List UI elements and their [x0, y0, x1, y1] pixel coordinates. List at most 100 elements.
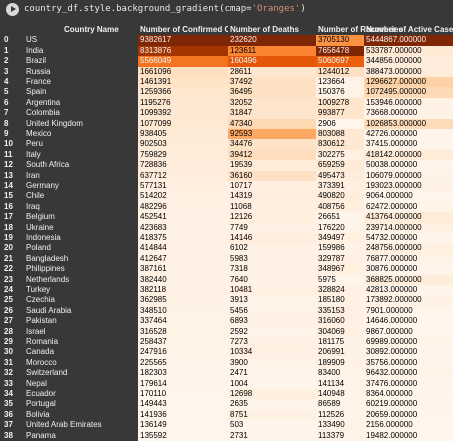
value-cell: 141134	[316, 378, 404, 389]
value-cell: 5060697	[316, 56, 404, 67]
country-name: Russia	[26, 66, 51, 76]
value-cell: 2731	[228, 430, 316, 441]
value-cell: 62472.000000	[364, 201, 453, 213]
value-cell: 20659.000000	[364, 409, 453, 421]
country-name: Canada	[26, 347, 55, 357]
value-cell: 1026853.000000	[364, 118, 453, 129]
run-cell-icon[interactable]	[6, 3, 19, 16]
row-index: 5	[4, 87, 9, 97]
value-cell: 348967	[316, 264, 404, 275]
code-line[interactable]: country_df.style.background_gradient(cma…	[24, 3, 306, 16]
value-cell: 3705130	[316, 35, 404, 46]
row-index: 33	[4, 378, 13, 388]
value-cell: 1099392	[138, 108, 228, 119]
row-index: 32	[4, 368, 13, 378]
value-cell: 452541	[138, 212, 228, 223]
value-cell: 533787.000000	[364, 45, 453, 57]
value-cell: 316528	[138, 326, 228, 337]
row-index: 19	[4, 233, 13, 242]
code-suffix: )	[300, 4, 306, 14]
value-cell: 14146	[228, 233, 316, 244]
country-name: Germany	[26, 181, 59, 190]
row-index: 36	[4, 409, 13, 419]
row-index: 24	[4, 285, 13, 294]
value-cell: 42726.000000	[364, 129, 453, 140]
value-cell: 329787	[316, 253, 404, 265]
value-cell: 37415.000000	[364, 139, 453, 150]
value-cell: 179614	[138, 378, 228, 389]
value-cell: 173892.000000	[364, 295, 453, 306]
value-cell: 408756	[316, 201, 404, 213]
value-cell: 149443	[138, 399, 228, 410]
column-header: Number of Active Cases	[366, 25, 453, 34]
country-name: Ukraine	[26, 222, 54, 232]
country-name: Peru	[26, 139, 43, 149]
value-cell: 348510	[138, 305, 228, 317]
value-cell: 32052	[228, 97, 316, 109]
value-cell: 482296	[138, 201, 228, 213]
row-index: 38	[4, 430, 13, 440]
value-cell: 7749	[228, 222, 316, 233]
value-cell: 83400	[316, 368, 404, 379]
value-cell: 123611	[228, 45, 316, 57]
value-cell: 35756.000000	[364, 357, 453, 369]
country-name: Nepal	[26, 378, 47, 388]
value-cell: 182303	[138, 368, 228, 379]
country-name: Mexico	[26, 129, 52, 138]
value-cell: 5444867.000000	[364, 35, 453, 46]
value-cell: 5566049	[138, 56, 228, 67]
value-cell: 112526	[316, 409, 404, 421]
value-cell: 8313876	[138, 45, 228, 57]
row-index: 0	[4, 35, 9, 45]
row-index: 4	[4, 77, 9, 86]
value-cell: 328824	[316, 285, 404, 296]
value-cell: 302275	[316, 149, 404, 161]
row-index: 10	[4, 139, 13, 149]
value-cell: 1195276	[138, 97, 228, 109]
value-cell: 1077099	[138, 118, 228, 129]
value-cell: 14319	[228, 191, 316, 202]
value-cell: 193023.000000	[364, 181, 453, 192]
value-cell: 382118	[138, 285, 228, 296]
value-cell: 92593	[228, 129, 316, 140]
code-cell[interactable]: country_df.style.background_gradient(cma…	[0, 0, 453, 22]
value-cell: 30892.000000	[364, 347, 453, 358]
value-cell: 159986	[316, 243, 404, 254]
value-cell: 47340	[228, 118, 316, 129]
country-name: Brazil	[26, 56, 47, 66]
row-index: 23	[4, 274, 13, 284]
value-cell: 5456	[228, 305, 316, 317]
value-cell: 2906	[316, 118, 404, 129]
country-name: France	[26, 77, 51, 86]
value-cell: 232620	[228, 35, 316, 46]
value-cell: 9064.000000	[364, 191, 453, 202]
country-name: Iran	[26, 170, 40, 180]
row-index: 3	[4, 66, 9, 76]
value-cell: 10481	[228, 285, 316, 296]
value-cell: 170110	[138, 389, 228, 400]
country-name: Morocco	[26, 357, 57, 367]
value-cell: 50038.000000	[364, 160, 453, 171]
value-cell: 423683	[138, 222, 228, 233]
country-name: Belgium	[26, 212, 55, 222]
value-cell: 418375	[138, 233, 228, 244]
value-cell: 106079.000000	[364, 170, 453, 181]
value-cell: 39412	[228, 149, 316, 161]
value-cell: 10717	[228, 181, 316, 192]
country-name: India	[26, 45, 44, 55]
value-cell: 12126	[228, 212, 316, 223]
country-name: Philippines	[26, 264, 65, 274]
column-header: Number of Deaths	[230, 25, 299, 34]
value-cell: 349497	[316, 233, 404, 244]
value-cell: 225565	[138, 357, 228, 369]
value-cell: 2156.000000	[364, 420, 453, 431]
value-cell: 1004	[228, 378, 316, 389]
row-index: 18	[4, 222, 13, 232]
value-cell: 206991	[316, 347, 404, 358]
country-name: Bolivia	[26, 409, 50, 419]
value-cell: 76877.000000	[364, 253, 453, 265]
value-cell: 316060	[316, 316, 404, 327]
value-cell: 123664	[316, 77, 404, 88]
country-name: Colombia	[26, 108, 60, 118]
